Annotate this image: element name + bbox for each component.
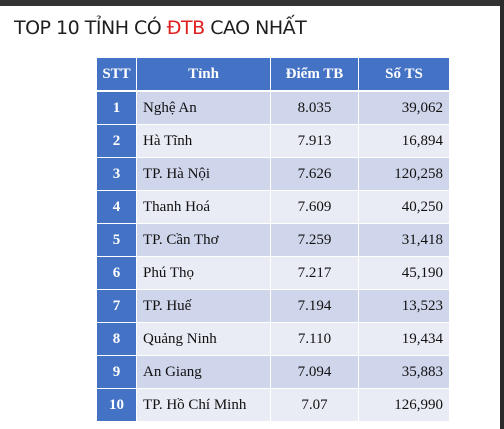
row-province: TP. Cần Thơ	[137, 224, 271, 257]
table-row: 4 Thanh Hoá 7.609 40,250	[97, 191, 449, 224]
row-province: TP. Huế	[137, 290, 271, 323]
table-row: 9 An Giang 7.094 35,883	[97, 356, 449, 389]
row-score: 7.07	[271, 389, 359, 422]
row-score: 7.094	[271, 356, 359, 389]
table-row: 1 Nghệ An 8.035 39,062	[97, 92, 449, 125]
row-stt: 7	[97, 290, 137, 323]
table-row: 3 TP. Hà Nội 7.626 120,258	[97, 158, 449, 191]
presentation-slide: TOP 10 TỈNH CÓ ĐTB CAO NHẤT STT Tỉnh Điể…	[0, 6, 500, 429]
header-score: Điểm TB	[271, 58, 359, 92]
window-top-bar	[0, 0, 504, 6]
row-province: Quảng Ninh	[137, 323, 271, 356]
row-count: 19,434	[359, 323, 449, 356]
row-count: 35,883	[359, 356, 449, 389]
row-province: Hà Tĩnh	[137, 125, 271, 158]
table-row: 2 Hà Tĩnh 7.913 16,894	[97, 125, 449, 158]
row-count: 40,250	[359, 191, 449, 224]
row-score: 7.913	[271, 125, 359, 158]
title-highlight: ĐTB	[166, 17, 205, 39]
title-prefix: TOP 10 TỈNH CÓ	[14, 17, 167, 39]
row-score: 7.259	[271, 224, 359, 257]
row-count: 13,523	[359, 290, 449, 323]
row-stt: 2	[97, 125, 137, 158]
window-right-edge	[500, 0, 504, 429]
header-province: Tỉnh	[137, 58, 271, 92]
row-count: 31,418	[359, 224, 449, 257]
row-score: 7.217	[271, 257, 359, 290]
row-count: 39,062	[359, 92, 449, 125]
row-score: 7.609	[271, 191, 359, 224]
row-province: An Giang	[137, 356, 271, 389]
row-count: 45,190	[359, 257, 449, 290]
ranking-table: STT Tỉnh Điểm TB Số TS 1 Nghệ An 8.035 3…	[97, 58, 449, 422]
row-province: Thanh Hoá	[137, 191, 271, 224]
row-score: 7.194	[271, 290, 359, 323]
row-count: 120,258	[359, 158, 449, 191]
table-row: 10 TP. Hồ Chí Minh 7.07 126,990	[97, 389, 449, 422]
row-stt: 4	[97, 191, 137, 224]
row-score: 8.035	[271, 92, 359, 125]
row-stt: 5	[97, 224, 137, 257]
row-province: Nghệ An	[137, 92, 271, 125]
table-header-row: STT Tỉnh Điểm TB Số TS	[97, 58, 449, 92]
row-province: Phú Thọ	[137, 257, 271, 290]
row-stt: 6	[97, 257, 137, 290]
row-score: 7.110	[271, 323, 359, 356]
row-stt: 8	[97, 323, 137, 356]
row-stt: 1	[97, 92, 137, 125]
row-stt: 9	[97, 356, 137, 389]
table-row: 5 TP. Cần Thơ 7.259 31,418	[97, 224, 449, 257]
row-count: 126,990	[359, 389, 449, 422]
table-row: 7 TP. Huế 7.194 13,523	[97, 290, 449, 323]
row-province: TP. Hà Nội	[137, 158, 271, 191]
row-province: TP. Hồ Chí Minh	[137, 389, 271, 422]
row-stt: 3	[97, 158, 137, 191]
table-row: 6 Phú Thọ 7.217 45,190	[97, 257, 449, 290]
title-suffix: CAO NHẤT	[204, 17, 307, 39]
table-row: 8 Quảng Ninh 7.110 19,434	[97, 323, 449, 356]
header-count: Số TS	[359, 58, 449, 92]
slide-title: TOP 10 TỈNH CÓ ĐTB CAO NHẤT	[14, 17, 307, 39]
header-stt: STT	[97, 58, 137, 92]
row-stt: 10	[97, 389, 137, 422]
row-count: 16,894	[359, 125, 449, 158]
row-score: 7.626	[271, 158, 359, 191]
